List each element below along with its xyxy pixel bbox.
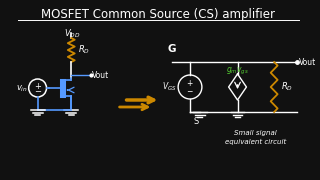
Text: $v_{in}$: $v_{in}$ bbox=[16, 84, 28, 94]
Text: +: + bbox=[186, 78, 192, 87]
Text: Vout: Vout bbox=[299, 57, 316, 66]
Text: Small signal
equivalent circuit: Small signal equivalent circuit bbox=[225, 130, 286, 145]
Text: $V_{GS}$: $V_{GS}$ bbox=[162, 81, 176, 93]
Text: S: S bbox=[194, 117, 199, 126]
Text: $V_{DD}$: $V_{DD}$ bbox=[64, 27, 81, 39]
Text: G: G bbox=[168, 44, 176, 54]
Text: Vout: Vout bbox=[92, 71, 109, 80]
Text: $R_D$: $R_D$ bbox=[281, 81, 293, 93]
Text: $g_m v_{gs}$: $g_m v_{gs}$ bbox=[226, 66, 249, 77]
Text: −: − bbox=[34, 87, 41, 96]
Text: −: − bbox=[186, 87, 192, 96]
Text: $R_D$: $R_D$ bbox=[78, 44, 90, 56]
Text: +: + bbox=[34, 82, 41, 91]
Text: MOSFET Common Source (CS) amplifier: MOSFET Common Source (CS) amplifier bbox=[41, 8, 275, 21]
